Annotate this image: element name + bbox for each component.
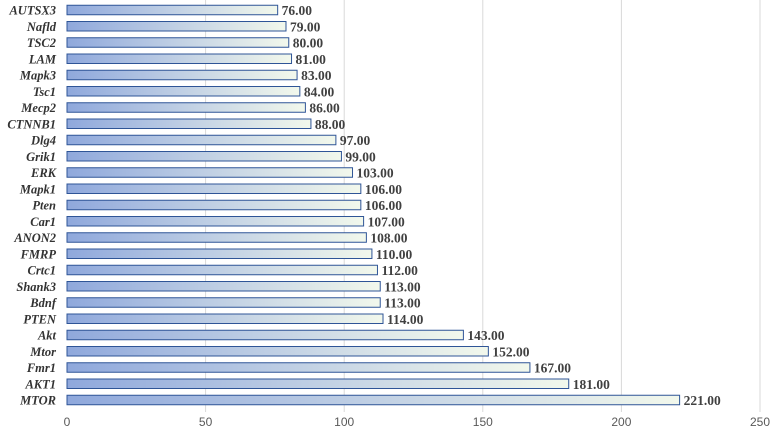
bar-grik1: [66, 151, 342, 162]
category-label: Tsc1: [33, 85, 56, 99]
bar-mecp2: [66, 102, 306, 113]
value-label: 152.00: [492, 344, 529, 359]
category-label: PTEN: [23, 312, 57, 326]
category-label: Grik1: [26, 150, 56, 164]
value-label: 79.00: [290, 19, 321, 34]
bar-mtor: [66, 394, 681, 406]
bar-car1: [66, 216, 365, 227]
bar-ctnnb1: [66, 118, 312, 129]
category-label: Shank3: [16, 280, 56, 294]
x-tick-label: 100: [334, 415, 354, 429]
x-tick-label: 200: [611, 415, 631, 429]
category-labels: AUTSX3 Nafld TSC2 LAM Mapk3 Tsc1 Mecp2 CTNNB1 Dl…: [7, 4, 57, 408]
bar-tsc1: [66, 86, 301, 97]
bar-bdnf: [66, 297, 381, 308]
value-label: 143.00: [467, 328, 504, 343]
bar-mtor: [66, 346, 489, 357]
value-label: 97.00: [340, 133, 371, 148]
category-label: Mapk3: [19, 69, 56, 83]
value-label: 112.00: [381, 263, 418, 278]
x-tick-label: 0: [64, 415, 71, 429]
bar-lam: [66, 53, 293, 64]
value-label: 113.00: [384, 279, 421, 294]
x-tick-label: 50: [199, 415, 213, 429]
value-label: 83.00: [301, 68, 332, 83]
bar-tsc2: [66, 37, 290, 48]
bar-dlg4: [66, 134, 337, 146]
value-label: 113.00: [384, 296, 421, 311]
bar-nafld: [66, 21, 287, 32]
category-label: Mecp2: [20, 101, 56, 115]
value-label: 106.00: [365, 198, 402, 213]
bar-fmr1: [66, 362, 531, 373]
category-label: Car1: [30, 215, 56, 229]
bar-akt: [66, 329, 464, 341]
category-label: Dlg4: [30, 134, 56, 148]
gridlines: [205, 0, 761, 412]
bar-crtc1: [66, 264, 378, 276]
value-label: 221.00: [684, 393, 721, 408]
bar-erk: [66, 167, 354, 178]
x-tick-label: 250: [750, 415, 770, 429]
value-label: 107.00: [368, 214, 405, 229]
value-label: 80.00: [293, 36, 324, 51]
category-label: CTNNB1: [7, 117, 56, 131]
category-label: Mapk1: [19, 182, 56, 196]
value-label: 84.00: [304, 84, 335, 99]
bar-akt1: [66, 378, 570, 389]
bar-mapk1: [66, 183, 362, 194]
bars: [66, 4, 681, 406]
category-label: TSC2: [27, 36, 56, 50]
bar-pten: [66, 199, 362, 211]
category-label: Pten: [32, 199, 56, 213]
bar-fmrp: [66, 248, 373, 259]
bar-pten: [66, 313, 384, 324]
value-label: 88.00: [315, 117, 346, 132]
value-label: 106.00: [365, 182, 402, 197]
value-label: 103.00: [357, 166, 394, 181]
category-label: FMRP: [20, 247, 57, 261]
category-label: LAM: [28, 52, 57, 66]
bar-shank3: [66, 281, 381, 292]
category-label: ANON2: [13, 231, 56, 245]
bar-mapk3: [66, 69, 298, 81]
value-label: 76.00: [282, 3, 313, 18]
value-label: 167.00: [534, 361, 571, 376]
category-label: MTOR: [19, 394, 56, 408]
category-label: AUTSX3: [8, 4, 56, 18]
x-axis-ticks: 0 50 100 150 200 250: [64, 415, 771, 429]
bar-autsx3: [66, 4, 279, 16]
value-label: 86.00: [309, 101, 340, 116]
bar-anon2: [66, 232, 367, 243]
category-label: Fmr1: [26, 361, 56, 375]
value-label: 181.00: [573, 377, 610, 392]
value-label: 81.00: [296, 52, 327, 67]
value-label: 108.00: [370, 231, 407, 246]
x-tick-label: 150: [473, 415, 493, 429]
value-label: 110.00: [376, 247, 413, 262]
category-label: Nafld: [26, 20, 57, 34]
category-label: Bdnf: [29, 296, 58, 310]
category-label: AKT1: [24, 377, 56, 391]
category-label: Mtor: [29, 345, 56, 359]
category-label: ERK: [30, 166, 58, 180]
value-label: 114.00: [387, 312, 424, 327]
category-label: Crtc1: [28, 264, 56, 278]
value-label: 99.00: [345, 149, 376, 164]
category-label: Akt: [37, 329, 57, 343]
